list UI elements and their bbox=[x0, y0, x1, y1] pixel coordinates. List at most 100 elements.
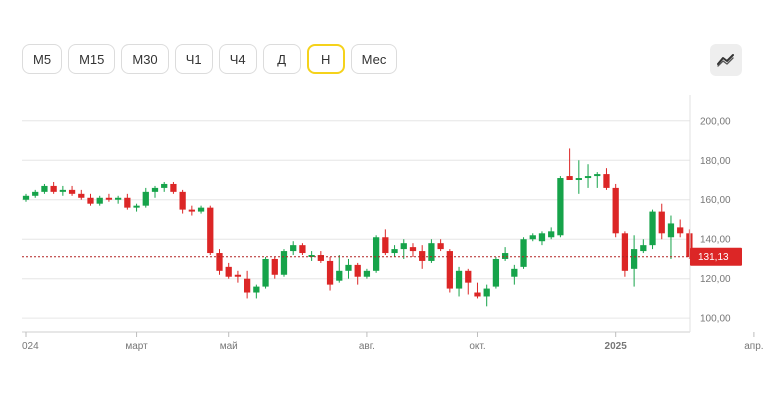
candle-body bbox=[391, 249, 398, 254]
axes: 100,00 120,00 140,00 160,00 180,00 200,00 024 м… bbox=[22, 95, 764, 352]
timeframe-month-button[interactable]: Мес bbox=[350, 44, 398, 74]
y-tick-label: 100,00 bbox=[700, 314, 731, 325]
candle-body bbox=[419, 251, 426, 261]
current-price-label: 131,13 bbox=[698, 252, 729, 263]
timeframe-w-button[interactable]: Н bbox=[306, 44, 345, 74]
candle-body bbox=[667, 223, 675, 238]
candle-body bbox=[142, 191, 149, 206]
candle-body bbox=[197, 207, 205, 212]
timeframe-m15-button[interactable]: М15 bbox=[68, 44, 116, 74]
candle-body bbox=[243, 278, 251, 293]
candle-body bbox=[382, 237, 389, 254]
candle-body bbox=[649, 211, 656, 246]
candle-body bbox=[308, 255, 315, 257]
candle-body bbox=[32, 191, 39, 196]
candle-body bbox=[78, 193, 85, 198]
y-tick-label: 120,00 bbox=[700, 274, 731, 285]
candle-body bbox=[501, 253, 509, 259]
x-tick-label: авг. bbox=[359, 341, 375, 352]
candle-body bbox=[336, 270, 343, 281]
line-chart-icon bbox=[717, 54, 734, 67]
candle-body bbox=[115, 197, 122, 200]
candle-body bbox=[640, 245, 647, 252]
candle-body bbox=[594, 174, 601, 177]
candle-body bbox=[179, 191, 186, 210]
candle-body bbox=[253, 286, 260, 293]
candle-body bbox=[207, 207, 214, 254]
candle-body bbox=[520, 239, 527, 267]
candle-body bbox=[262, 258, 269, 287]
candle-body bbox=[630, 249, 638, 269]
grid bbox=[22, 120, 690, 319]
candle-body bbox=[271, 258, 278, 275]
candle-body bbox=[372, 237, 380, 271]
candle-body bbox=[446, 251, 453, 289]
candle-body bbox=[437, 243, 444, 250]
candle-body bbox=[326, 260, 334, 285]
candle-body bbox=[59, 189, 66, 192]
candle-body bbox=[455, 270, 463, 289]
candle-body bbox=[529, 235, 536, 240]
x-tick-label: март bbox=[125, 341, 148, 352]
x-tick-label: окт. bbox=[469, 341, 485, 352]
candle-body bbox=[22, 195, 30, 200]
candle-body bbox=[151, 187, 159, 192]
candle-body bbox=[677, 227, 684, 234]
candle-body bbox=[280, 251, 288, 275]
candle-body bbox=[124, 197, 131, 208]
candle-body bbox=[170, 183, 177, 192]
candle-body bbox=[354, 264, 361, 277]
x-tick-label: 024 bbox=[22, 341, 39, 352]
timeframe-d-button[interactable]: Д bbox=[262, 44, 301, 74]
candle-body bbox=[612, 187, 619, 234]
x-tick-label: май bbox=[220, 341, 238, 352]
candle-body bbox=[511, 268, 518, 277]
x-tick-label: 2025 bbox=[605, 341, 628, 352]
candle-body bbox=[465, 270, 472, 283]
candles bbox=[22, 148, 693, 307]
candle-body bbox=[584, 176, 592, 179]
candle-body bbox=[548, 231, 555, 238]
candle-body bbox=[428, 243, 435, 261]
candle-body bbox=[483, 288, 490, 297]
candle-body bbox=[87, 197, 94, 204]
timeframe-toolbar: М5 М15 М30 Ч1 Ч4 Д Н Мес bbox=[22, 44, 398, 76]
current-price-tag bbox=[690, 247, 742, 266]
candle-body bbox=[188, 209, 195, 212]
candle-body bbox=[105, 197, 113, 200]
timeframe-m30-button[interactable]: М30 bbox=[121, 44, 169, 74]
candle-body bbox=[557, 178, 564, 236]
timeframe-m5-button[interactable]: М5 bbox=[22, 44, 63, 74]
candle-body bbox=[400, 243, 407, 250]
candle-body bbox=[566, 176, 573, 181]
y-tick-label: 140,00 bbox=[700, 235, 731, 246]
current-price-marker: 131,13 bbox=[22, 247, 742, 266]
chart-type-button[interactable] bbox=[710, 44, 742, 76]
candle-body bbox=[575, 178, 582, 181]
candle-body bbox=[96, 197, 103, 204]
candle-body bbox=[41, 185, 48, 192]
candle-body bbox=[133, 205, 140, 208]
candle-body bbox=[68, 189, 76, 194]
timeframe-h1-button[interactable]: Ч1 bbox=[174, 44, 213, 74]
candle-body bbox=[317, 255, 324, 261]
candle-body bbox=[234, 274, 242, 277]
candle-body bbox=[363, 270, 371, 277]
candle-body bbox=[658, 211, 665, 234]
candle-body bbox=[345, 264, 352, 271]
candle-body bbox=[161, 183, 168, 188]
y-tick-label: 200,00 bbox=[700, 116, 731, 127]
candle-body bbox=[686, 233, 693, 257]
y-tick-label: 160,00 bbox=[700, 195, 731, 206]
candle-body bbox=[409, 247, 417, 252]
candle-body bbox=[216, 253, 223, 271]
timeframe-h4-button[interactable]: Ч4 bbox=[218, 44, 257, 74]
x-tick-label: апр. bbox=[744, 341, 763, 352]
candle-body bbox=[50, 185, 57, 192]
candle-body bbox=[474, 292, 481, 297]
candle-body bbox=[290, 245, 297, 252]
candle-body bbox=[299, 245, 306, 254]
candle-body bbox=[225, 266, 232, 277]
candle-body bbox=[492, 258, 500, 287]
